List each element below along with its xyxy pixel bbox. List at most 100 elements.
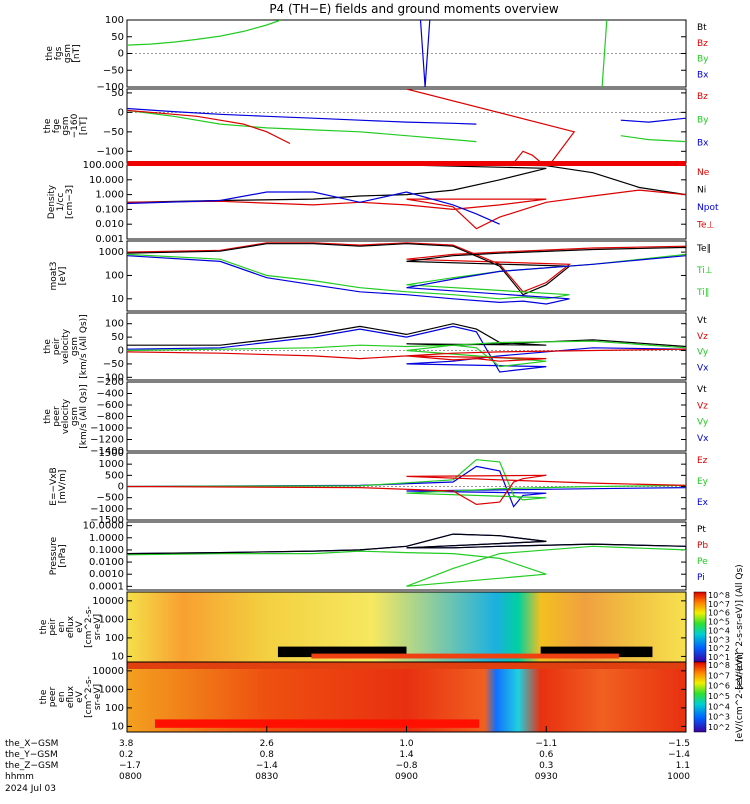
legend-entry: Npot xyxy=(697,203,719,213)
orbit-value: 0.3 xyxy=(539,761,553,771)
panel-peir_velocity: 100 50 0 −50 −100 the peir velocity gsm [km/s (Al… xyxy=(43,312,709,383)
y-axis-label: [km/s (All Qs)] xyxy=(79,314,89,378)
colorbar-tick-label: 10^5 xyxy=(708,692,730,701)
orbit-row-label: hhmm xyxy=(5,772,34,782)
legend-entry: Bx xyxy=(697,70,709,80)
panel-peer_velocity: −200−400−600−800−1000−1200−1400 the peer ve… xyxy=(43,377,709,457)
heatmap-dark-band xyxy=(540,646,653,658)
heatmap-band xyxy=(154,719,480,728)
series-line-Ne xyxy=(127,189,686,230)
separator-band xyxy=(127,161,686,166)
legend-entry: Bx xyxy=(697,139,709,149)
legend-entry: Bz xyxy=(697,39,708,49)
y-axis-label: velocity xyxy=(61,328,71,364)
orbit-value: −1.4 xyxy=(668,750,690,760)
heatmap-band xyxy=(127,662,686,669)
y-tick-label: 100 xyxy=(105,319,124,330)
series-line-By xyxy=(127,20,281,46)
orbit-value: 0.6 xyxy=(539,750,554,760)
y-axis-label: the xyxy=(45,46,55,61)
legend-entry: Te∥ xyxy=(696,244,711,254)
series-line-Bx xyxy=(620,117,686,123)
y-tick-label: 500 xyxy=(105,470,124,481)
series-line-Bz xyxy=(127,109,291,145)
panel-fge: 50 0 −50 −100 the fge gsm −160 [nT] Bz By Bx xyxy=(43,88,709,164)
series-line-Ez xyxy=(127,474,686,506)
orbit-value: 1.0 xyxy=(399,739,414,749)
series-line-Bz xyxy=(513,150,542,163)
y-axis-label: Pressure xyxy=(49,536,59,575)
y-axis-label: [cm^2-s- xyxy=(84,606,94,648)
y-tick-label: −800 xyxy=(97,412,124,423)
y-tick-label: 10 xyxy=(111,294,124,305)
y-axis-label: [km/s (All Qs)] xyxy=(79,384,89,448)
y-axis-label: en xyxy=(57,621,67,632)
legend-entry: Vx xyxy=(697,434,709,444)
y-tick-label: −100 xyxy=(97,82,124,93)
y-tick-label: 0.0010 xyxy=(89,569,124,580)
colorbar-tick-label: 10^7 xyxy=(708,671,730,680)
y-tick-label: 1000 xyxy=(99,247,124,258)
series-line-Ex xyxy=(127,465,686,508)
series-line-Ti⊥ xyxy=(127,253,686,305)
y-tick-label: 0 xyxy=(118,482,124,493)
y-tick-label: 50 xyxy=(111,332,124,343)
legend-entry: Ti⊥ xyxy=(696,266,713,276)
y-axis-label: peir xyxy=(52,337,62,355)
y-tick-label: −1500 xyxy=(90,515,124,526)
orbit-value: 0830 xyxy=(255,772,278,782)
y-axis-label: eflux xyxy=(66,685,76,708)
y-tick-label: −1000 xyxy=(90,423,124,434)
y-axis-label: 1/cc xyxy=(56,193,66,212)
y-tick-label: −50 xyxy=(103,65,124,76)
orbit-value: 1.4 xyxy=(399,750,414,760)
panel-density: 100.000 10.000 1.000 0.100 0.010 0.001 Density… xyxy=(47,160,719,245)
series-line-Te∥ xyxy=(127,243,686,296)
y-axis-label: the xyxy=(43,409,53,424)
legend-entry: Te⊥ xyxy=(696,221,715,231)
y-tick-label: 100 xyxy=(105,270,124,281)
heatmap-band xyxy=(311,653,619,659)
colorbar-tick-label: 10^3 xyxy=(708,713,730,722)
y-tick-label: −600 xyxy=(97,400,124,411)
orbit-value: 2.6 xyxy=(260,739,275,749)
y-tick-label: 0.0001 xyxy=(89,581,124,592)
y-axis-label: peer xyxy=(48,686,58,707)
orbit-value: 0900 xyxy=(395,772,418,782)
colorbar-tick-label: 10^2 xyxy=(708,644,730,653)
series-line-Npot xyxy=(127,191,500,225)
y-tick-label: 1.0000 xyxy=(89,533,124,544)
series-line-Vt xyxy=(127,323,686,348)
colorbar-tick-label: 10^3 xyxy=(708,635,730,644)
colorbar-label: [eV/(cm^2-s-sr-eV)] (All Qs) xyxy=(735,564,745,689)
y-tick-label: −100 xyxy=(97,146,124,157)
y-axis-label: velocity xyxy=(61,398,71,434)
colorbar-tick-label: 10^2 xyxy=(708,723,730,732)
legend-entry: Ez xyxy=(697,456,708,466)
colorbar-tick-label: 10^8 xyxy=(708,661,730,670)
legend-entry: Vt xyxy=(697,385,707,395)
legend-entry: Vz xyxy=(697,401,708,411)
y-axis-label: gsm xyxy=(70,407,80,426)
legend-entry: By xyxy=(697,115,709,125)
legend-entry: Vy xyxy=(697,418,709,428)
orbit-value: −1.1 xyxy=(535,739,557,749)
legend-entry: Pi xyxy=(697,573,705,583)
legend-entry: Vt xyxy=(697,316,707,326)
y-tick-label: 100 xyxy=(105,15,124,26)
y-tick-label: 1500 xyxy=(99,448,124,459)
y-tick-label: 1000 xyxy=(99,684,124,695)
series-line-Bx xyxy=(127,107,477,125)
y-tick-label: 10 xyxy=(111,651,124,662)
panel-frame xyxy=(126,240,687,312)
orbit-value: −1.7 xyxy=(119,761,141,771)
y-axis-label: [cm^2-s- xyxy=(84,676,94,718)
legend-entry: Ey xyxy=(697,477,709,487)
legend-entry: Bz xyxy=(697,92,708,102)
y-tick-label: 1.000 xyxy=(95,190,124,201)
y-tick-label: 50 xyxy=(111,88,124,99)
chart-title: P4 (TH−E) fields and ground moments over… xyxy=(269,2,559,16)
colorbar-peer_en xyxy=(693,661,707,733)
